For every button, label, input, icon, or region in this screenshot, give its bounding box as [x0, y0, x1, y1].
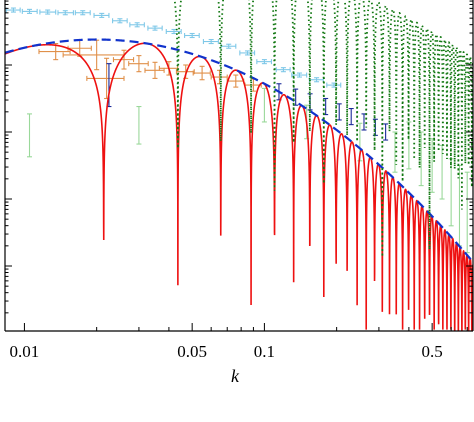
error-bar-point — [112, 49, 135, 70]
error-bar-point — [165, 28, 182, 35]
error-bar-point — [27, 113, 33, 158]
error-bar-point — [128, 55, 149, 73]
error-bar-point — [291, 72, 308, 78]
error-bar-point — [202, 38, 219, 45]
error-bar-point — [57, 10, 74, 16]
error-bar-point — [239, 50, 256, 56]
error-bar-point — [256, 59, 273, 65]
x-tick-label: 0.1 — [254, 342, 275, 361]
error-bar-point — [5, 7, 21, 13]
error-bar-point — [38, 43, 71, 61]
error-bar-point — [392, 131, 398, 173]
error-bar-point — [147, 25, 163, 31]
x-tick-label: 0.05 — [177, 342, 207, 361]
error-bar-point — [74, 10, 91, 16]
error-bar-point — [275, 67, 291, 73]
error-bar-point — [336, 103, 342, 121]
series-layer — [5, 0, 473, 331]
x-tick-labels: 0.01 0.05 0.1 0.5 — [10, 342, 443, 361]
error-bar-point — [383, 123, 389, 141]
error-bar-point — [129, 22, 145, 28]
error-bar-point — [93, 12, 110, 18]
x-tick-label: 0.01 — [10, 342, 40, 361]
dashed-series-line — [5, 38, 473, 263]
x-axis-label: k — [231, 366, 240, 386]
error-bar-point — [112, 18, 128, 24]
error-bar-point — [136, 105, 142, 145]
error-bar-point — [348, 107, 354, 126]
axes — [4, 0, 474, 332]
error-bar-point — [184, 32, 200, 39]
error-bar-point — [192, 65, 211, 81]
x-tick-label: 0.5 — [422, 342, 443, 361]
plot-area — [5, 0, 473, 331]
error-bar-point — [39, 9, 57, 15]
error-bar-point — [21, 8, 38, 14]
